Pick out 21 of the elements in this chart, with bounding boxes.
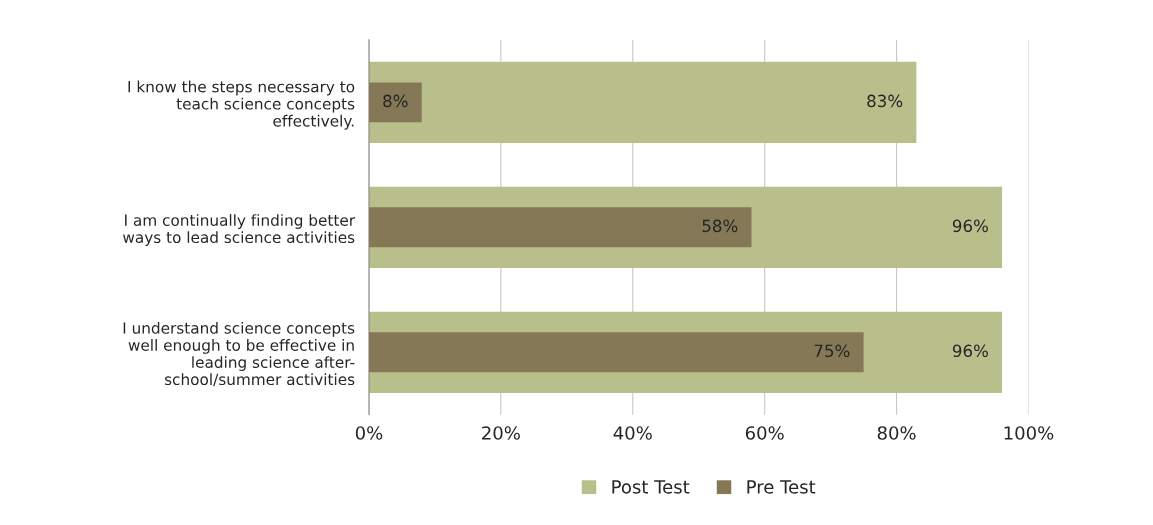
bar bbox=[368, 82, 422, 123]
x-tick-label: 0% bbox=[355, 426, 383, 440]
data-label: 83% bbox=[867, 94, 903, 108]
legend-label: Pre Test bbox=[747, 480, 816, 494]
bar bbox=[368, 207, 752, 248]
bar bbox=[368, 332, 864, 373]
data-label: 96% bbox=[952, 344, 988, 358]
y-tick-label: I am continually finding better ways to lead science activities bbox=[123, 214, 356, 247]
x-tick-label: 40% bbox=[613, 426, 652, 440]
data-label: 96% bbox=[952, 219, 988, 233]
x-tick-label: 100% bbox=[1004, 426, 1054, 440]
y-tick-label: I understand science concepts well enough to be effective in leading science after- school/summer activities bbox=[123, 321, 355, 387]
data-label: 8% bbox=[383, 94, 408, 108]
legend-label: Post Test bbox=[612, 480, 690, 494]
x-tick-label: 80% bbox=[877, 426, 916, 440]
bar bbox=[368, 61, 917, 143]
data-label: 58% bbox=[702, 219, 738, 233]
x-tick-label: 60% bbox=[745, 426, 784, 440]
x-tick-label: 20% bbox=[482, 426, 520, 440]
y-tick-label: I know the steps necessary to teach science concepts effectively. bbox=[128, 80, 355, 130]
data-label: 75% bbox=[814, 344, 850, 358]
